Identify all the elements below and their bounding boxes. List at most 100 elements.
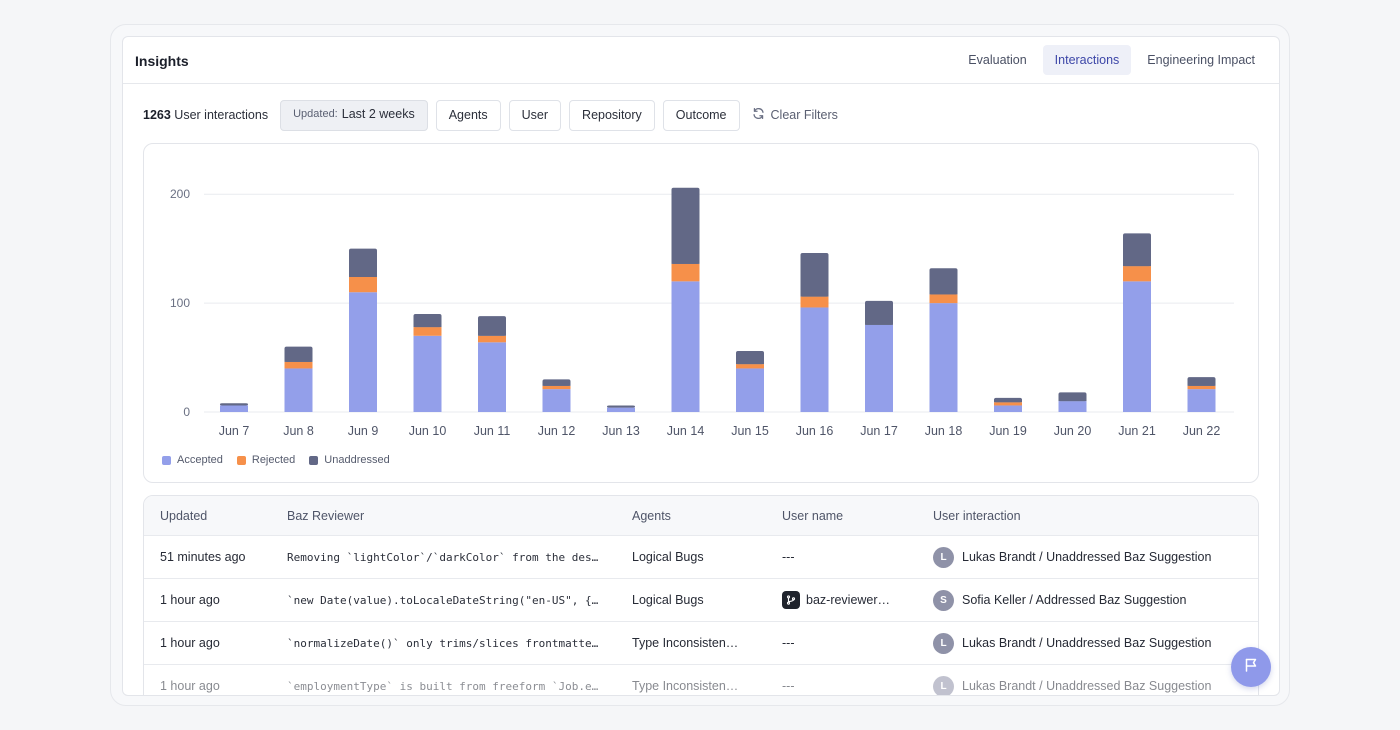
bar-unaddressed-jun-14[interactable] <box>671 187 700 264</box>
cell-user-interaction: L Lukas Brandt / Unaddressed Baz Suggest… <box>933 536 1253 578</box>
bar-rejected-jun-18[interactable] <box>929 294 958 304</box>
cell-agent: Type Inconsisten… <box>632 636 739 650</box>
bar-accepted-jun-17[interactable] <box>865 324 893 412</box>
bar-segment-fill <box>1187 382 1216 386</box>
bar-rejected-jun-10[interactable] <box>413 327 442 336</box>
interaction-count: 1263 User interactions <box>143 108 268 122</box>
x-tick-label: Jun 14 <box>667 424 705 438</box>
bar-unaddressed-jun-9[interactable] <box>349 248 377 277</box>
bar-segment-fill <box>349 273 377 277</box>
bar-rejected-jun-16[interactable] <box>800 296 829 308</box>
interaction-count-label: User interactions <box>174 108 269 122</box>
bar-accepted-jun-9[interactable] <box>349 292 377 412</box>
bar-accepted-jun-12[interactable] <box>542 389 571 412</box>
clear-filters-button[interactable]: Clear Filters <box>752 107 838 123</box>
cell-user-interaction: S Sofia Keller / Addressed Baz Suggestio… <box>933 579 1253 621</box>
legend-swatch-unaddressed <box>309 455 319 465</box>
repository-filter-button[interactable]: Repository <box>569 99 655 131</box>
table-row[interactable]: 1 hour ago `employmentType` is built fro… <box>144 665 1258 695</box>
legend-item-unaddressed[interactable]: Unaddressed <box>309 454 390 466</box>
bar-accepted-jun-19[interactable] <box>994 405 1022 412</box>
bar-segment-fill <box>478 332 506 336</box>
table-row[interactable]: 51 minutes ago Removing `lightColor`/`da… <box>144 536 1258 579</box>
bar-accepted-jun-7[interactable] <box>220 405 248 412</box>
bar-accepted-jun-10[interactable] <box>413 335 442 412</box>
column-header-user-interaction[interactable]: User interaction <box>933 508 1021 523</box>
filter-bar: 1263 User interactions Updated: Last 2 w… <box>143 99 838 131</box>
bar-accepted-jun-22[interactable] <box>1187 389 1216 412</box>
legend-item-accepted[interactable]: Accepted <box>162 454 223 466</box>
tab-engineering-impact[interactable]: Engineering Impact <box>1147 53 1255 67</box>
clear-filters-label: Clear Filters <box>770 108 838 122</box>
avatar: L <box>933 632 954 654</box>
cell-reviewer: Removing `lightColor`/`darkColor` from t… <box>287 550 599 564</box>
column-header-user-name[interactable]: User name <box>782 508 844 523</box>
bar-rejected-jun-19[interactable] <box>994 402 1022 406</box>
bar-accepted-jun-21[interactable] <box>1123 281 1151 412</box>
cell-updated: 1 hour ago <box>160 593 220 607</box>
tab-bar: Evaluation Interactions Engineering Impa… <box>956 45 1267 75</box>
tab-evaluation[interactable]: Evaluation <box>968 53 1027 67</box>
bar-unaddressed-jun-17[interactable] <box>865 300 893 325</box>
bar-unaddressed-jun-13[interactable] <box>607 405 635 408</box>
legend-swatch-rejected <box>236 455 246 465</box>
interaction-text: Lukas Brandt / Unaddressed Baz Suggestio… <box>962 635 1212 650</box>
x-tick-label: Jun 22 <box>1183 424 1221 438</box>
bar-unaddressed-jun-21[interactable] <box>1123 233 1151 267</box>
card-header: Insights Evaluation Interactions Enginee… <box>123 37 1279 84</box>
table-row[interactable]: 1 hour ago `new Date(value).toLocaleDate… <box>144 579 1258 622</box>
bar-unaddressed-jun-7[interactable] <box>220 403 248 406</box>
bar-segment-fill <box>1123 263 1151 267</box>
bar-unaddressed-jun-16[interactable] <box>800 253 829 297</box>
cell-user-name: --- <box>782 636 795 650</box>
bar-accepted-jun-15[interactable] <box>736 368 764 412</box>
avatar: S <box>933 589 954 611</box>
date-range-filter[interactable]: Updated: Last 2 weeks <box>280 99 428 131</box>
cell-user-interaction: L Lukas Brandt / Unaddressed Baz Suggest… <box>933 622 1253 664</box>
bar-rejected-jun-8[interactable] <box>284 361 313 369</box>
bar-rejected-jun-15[interactable] <box>736 364 764 369</box>
feedback-flag-button[interactable] <box>1231 647 1271 687</box>
table-row[interactable]: 1 hour ago `normalizeDate()` only trims/… <box>144 622 1258 665</box>
x-tick-label: Jun 19 <box>989 424 1027 438</box>
bar-unaddressed-jun-10[interactable] <box>413 314 442 328</box>
legend-label-rejected: Rejected <box>251 454 296 466</box>
bar-accepted-jun-18[interactable] <box>929 303 958 412</box>
user-filter-button[interactable]: User <box>508 99 562 131</box>
bar-segment-fill <box>994 399 1022 403</box>
x-tick-label: Jun 20 <box>1054 424 1092 438</box>
avatar: L <box>933 546 954 568</box>
bar-unaddressed-jun-11[interactable] <box>478 316 506 336</box>
x-tick-label: Jun 13 <box>602 424 640 438</box>
bar-accepted-jun-8[interactable] <box>284 368 313 412</box>
bar-segment-fill <box>542 382 571 386</box>
bar-accepted-jun-13[interactable] <box>607 407 635 412</box>
column-header-agents[interactable]: Agents <box>632 508 671 523</box>
bar-rejected-jun-12[interactable] <box>542 385 571 390</box>
page-title: Insights <box>135 53 189 69</box>
bar-rejected-jun-9[interactable] <box>349 276 377 293</box>
bar-rejected-jun-14[interactable] <box>671 263 700 282</box>
outcome-filter-button[interactable]: Outcome <box>662 99 740 131</box>
x-tick-label: Jun 16 <box>796 424 834 438</box>
bar-unaddressed-jun-8[interactable] <box>284 346 313 362</box>
column-header-updated[interactable]: Updated <box>160 508 208 523</box>
legend-item-rejected[interactable]: Rejected <box>236 454 296 466</box>
bar-rejected-jun-22[interactable] <box>1187 385 1216 390</box>
cell-user-name: --- <box>782 550 795 564</box>
bar-accepted-jun-14[interactable] <box>671 281 700 412</box>
column-header-baz-reviewer[interactable]: Baz Reviewer <box>287 508 365 523</box>
x-tick-label: Jun 18 <box>925 424 963 438</box>
agents-filter-button[interactable]: Agents <box>435 99 501 131</box>
git-branch-icon <box>782 591 800 609</box>
bar-unaddressed-jun-15[interactable] <box>736 351 764 365</box>
bar-accepted-jun-11[interactable] <box>478 342 506 412</box>
tab-interactions[interactable]: Interactions <box>1042 45 1132 75</box>
bar-accepted-jun-20[interactable] <box>1058 401 1087 412</box>
bar-rejected-jun-21[interactable] <box>1123 266 1151 282</box>
cell-agent: Logical Bugs <box>632 593 704 607</box>
bar-rejected-jun-11[interactable] <box>478 335 506 343</box>
bar-accepted-jun-16[interactable] <box>800 307 829 412</box>
bar-unaddressed-jun-18[interactable] <box>929 268 958 295</box>
user-name-text: baz-reviewer… <box>806 592 891 607</box>
